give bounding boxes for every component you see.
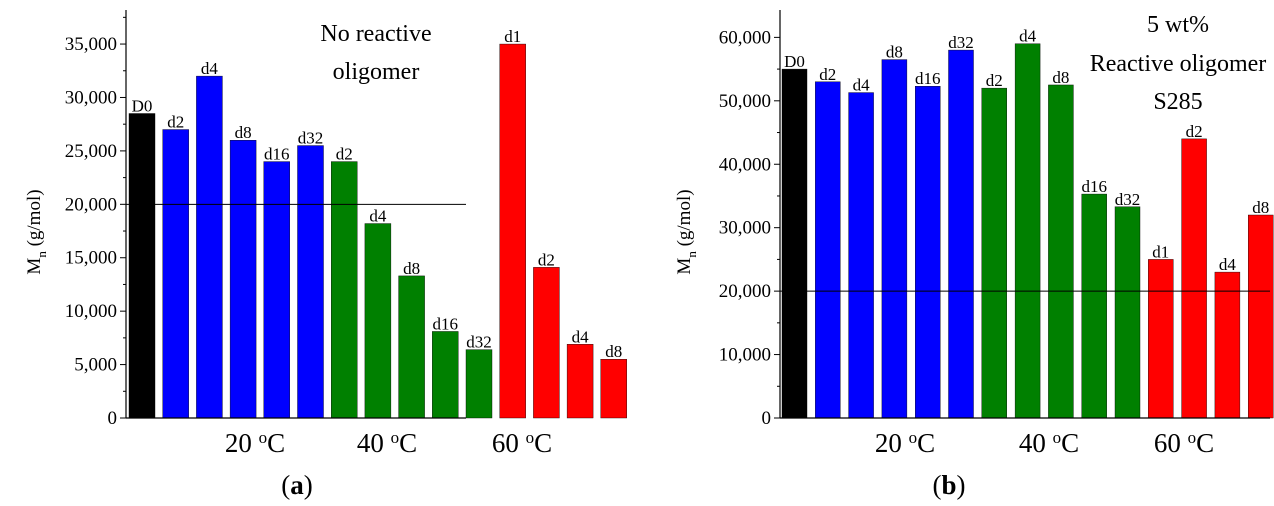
bar [600, 359, 627, 419]
bar-label: d2 [1186, 122, 1203, 141]
chart-panel-a: D0 d2 d4 d8 d16 d32 d2 d4 d8 d16 d32 d1 d2 d4 d8 0 5,000… [24, 10, 627, 500]
bar-label: d4 [1019, 27, 1037, 46]
bar [331, 161, 358, 419]
y-tick-label: 5,000 [74, 355, 117, 376]
bar-label: d32 [298, 129, 324, 148]
bar [499, 43, 526, 419]
bar [566, 344, 594, 419]
annotation-line: No reactive [320, 21, 431, 47]
y-tick-label: 15,000 [65, 248, 117, 269]
bar [1114, 206, 1141, 419]
bar-label: d2 [167, 113, 184, 132]
bar-label: d32 [1115, 190, 1141, 209]
bar-label: d1 [1152, 242, 1169, 261]
bar-label: d32 [466, 333, 492, 352]
bar-label: d2 [986, 71, 1003, 90]
y-tick-label: 0 [108, 408, 118, 429]
bar-label: d2 [819, 65, 836, 84]
y-axis-label: Mn (g/mol) [674, 189, 699, 274]
y-tick-label: 30,000 [65, 87, 117, 108]
y-tick-label: 10,000 [65, 301, 117, 322]
bar [1148, 259, 1174, 419]
y-tick-label: 50,000 [719, 91, 771, 112]
bar [1081, 193, 1107, 419]
annotation-line: Reactive oligomer [1090, 51, 1267, 77]
annotation-line: S285 [1153, 89, 1202, 115]
bar [297, 145, 324, 419]
bar [815, 81, 841, 419]
bar-label: d16 [915, 69, 941, 88]
y-tick-label: 35,000 [65, 34, 117, 55]
bar [1048, 84, 1074, 419]
bar-label: d16 [1081, 177, 1107, 196]
group-label: 40 oC [1019, 428, 1079, 458]
y-tick-label: 25,000 [65, 141, 117, 162]
bar [848, 92, 874, 419]
y-tick-label: 20,000 [65, 194, 117, 215]
group-label: 40 oC [357, 428, 417, 458]
bar-label: d4 [572, 327, 590, 346]
y-tick-label: 0 [762, 408, 772, 429]
bar [465, 349, 493, 419]
bar-label: d16 [433, 314, 459, 333]
annotation-line: oligomer [333, 59, 420, 85]
annotation-line: 5 wt% [1147, 12, 1209, 38]
bar-label: d4 [369, 207, 387, 226]
bar [781, 68, 808, 419]
bar-label: d8 [886, 43, 903, 62]
bar [915, 86, 941, 419]
bar-label: d4 [1219, 255, 1237, 274]
bar-label: d4 [853, 76, 871, 95]
bar [1181, 138, 1207, 419]
bar [229, 140, 257, 419]
bar [1014, 43, 1041, 419]
bar [398, 275, 425, 419]
y-axis-label: Mn (g/mol) [24, 189, 49, 274]
bar [196, 75, 223, 419]
bar-label: d8 [605, 342, 622, 361]
bar [263, 161, 290, 419]
bar-label: d16 [264, 145, 290, 164]
bar [432, 331, 459, 419]
bar-label: d8 [1052, 68, 1069, 87]
bar-label: D0 [132, 97, 153, 116]
y-tick-label: 30,000 [719, 218, 771, 239]
group-label: 20 oC [875, 428, 935, 458]
y-tick-label: 10,000 [719, 345, 771, 366]
y-tick-label: 40,000 [719, 154, 771, 175]
panel-label: (a) [281, 470, 313, 500]
bar [128, 113, 156, 419]
bar-label: d2 [336, 145, 353, 164]
bar-label: d4 [201, 59, 219, 78]
group-label: 60 oC [492, 428, 552, 458]
y-tick-label: 20,000 [719, 281, 771, 302]
bar-label: d2 [538, 250, 555, 269]
bar-label: D0 [784, 52, 805, 71]
group-label: 60 oC [1154, 428, 1214, 458]
panel-label: (b) [932, 470, 965, 500]
bar-label: d1 [504, 27, 521, 46]
bar [981, 87, 1007, 419]
chart-panel-b: D0d2d4d8d16d32d2d4d8d16d32d1d2d4d8d16010… [674, 10, 1274, 500]
bar-label: d32 [948, 33, 974, 52]
bar-label: d8 [1252, 198, 1269, 217]
bar [364, 223, 392, 419]
bar-label: d8 [235, 123, 252, 142]
bar [881, 59, 908, 419]
y-tick-label: 60,000 [719, 27, 771, 48]
bar [1247, 214, 1274, 419]
bar [1214, 271, 1241, 419]
bar-label: d8 [403, 259, 420, 278]
bar [533, 267, 560, 419]
bar [162, 129, 189, 419]
bar [948, 49, 974, 419]
group-label: 20 oC [225, 428, 285, 458]
